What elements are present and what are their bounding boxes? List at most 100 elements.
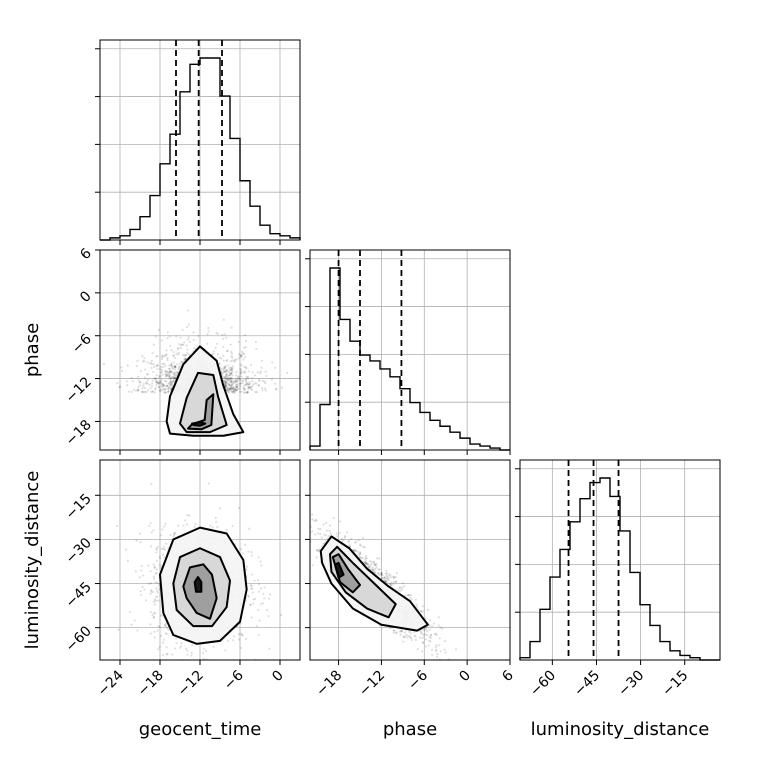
- sample-point: [224, 384, 227, 387]
- sample-point: [364, 561, 367, 564]
- sample-point: [377, 572, 380, 575]
- sample-point: [221, 371, 224, 374]
- sample-point: [385, 574, 388, 578]
- sample-point: [150, 531, 153, 534]
- hist-bin: [230, 138, 240, 240]
- sample-point: [231, 365, 234, 368]
- sample-point: [222, 379, 225, 382]
- sample-point: [369, 565, 372, 568]
- sample-point: [353, 541, 357, 544]
- sample-point: [231, 524, 234, 528]
- sample-point: [155, 572, 158, 575]
- x-tick-label: −15: [659, 668, 691, 700]
- sample-point: [393, 580, 396, 584]
- sample-point: [235, 389, 238, 392]
- sample-point: [246, 391, 249, 394]
- sample-point: [222, 359, 225, 362]
- sample-point: [174, 368, 177, 371]
- sample-point: [125, 548, 128, 551]
- sample-point: [246, 391, 249, 394]
- sample-point: [241, 381, 244, 385]
- sample-point: [179, 346, 183, 349]
- sample-point: [172, 534, 175, 538]
- sample-point: [246, 391, 249, 394]
- sample-point: [238, 387, 242, 390]
- sample-point: [254, 390, 257, 394]
- sample-point: [236, 379, 239, 382]
- sample-point: [167, 389, 170, 392]
- sample-point: [155, 374, 158, 377]
- sample-point: [126, 364, 129, 367]
- sample-point: [399, 629, 403, 632]
- sample-point: [158, 626, 161, 629]
- sample-point: [152, 616, 155, 619]
- sample-point: [263, 597, 266, 600]
- sample-point: [143, 588, 146, 591]
- sample-point: [383, 576, 386, 579]
- sample-point: [162, 362, 166, 365]
- sample-point: [236, 383, 239, 386]
- sample-point: [169, 533, 172, 537]
- sample-point: [401, 586, 404, 589]
- sample-point: [154, 612, 157, 615]
- sample-point: [242, 379, 245, 382]
- sample-point: [225, 374, 228, 377]
- hist-bin: [440, 426, 450, 450]
- sample-point: [274, 366, 277, 369]
- sample-point: [408, 593, 411, 597]
- sample-point: [259, 602, 263, 606]
- sample-point: [380, 577, 383, 580]
- y-tick-label: −15: [63, 491, 95, 523]
- sample-point: [345, 531, 349, 534]
- sample-point: [155, 381, 159, 385]
- sample-point: [251, 587, 254, 590]
- sample-point: [315, 549, 318, 552]
- sample-point: [177, 351, 181, 354]
- sample-point: [141, 387, 144, 390]
- sample-point: [168, 377, 171, 380]
- sample-point: [280, 386, 284, 389]
- sample-point: [320, 536, 323, 539]
- sample-point: [151, 352, 154, 355]
- sample-point: [248, 385, 251, 388]
- sample-point: [250, 385, 254, 388]
- sample-point: [154, 596, 157, 599]
- sample-point: [260, 386, 264, 390]
- sample-point: [168, 344, 172, 348]
- sample-point: [159, 381, 162, 384]
- sample-point: [146, 389, 150, 392]
- sample-point: [240, 548, 243, 551]
- hist-step-line: [100, 57, 301, 241]
- sample-point: [358, 551, 362, 554]
- sample-point: [229, 369, 232, 372]
- sample-point: [232, 385, 235, 388]
- sample-point: [227, 374, 230, 377]
- sample-point: [244, 378, 248, 381]
- sample-point: [145, 381, 148, 384]
- sample-point: [244, 346, 247, 349]
- sample-point: [233, 391, 236, 394]
- sample-point: [322, 542, 325, 545]
- sample-point: [247, 383, 250, 386]
- sample-point: [227, 389, 230, 392]
- sample-point: [161, 354, 164, 357]
- sample-point: [161, 362, 164, 366]
- sample-point: [263, 586, 266, 589]
- sample-point: [389, 574, 392, 577]
- sample-point: [164, 385, 167, 388]
- y-tick-label: −6: [69, 331, 95, 357]
- sample-point: [311, 564, 314, 567]
- sample-point: [179, 365, 182, 368]
- sample-point: [161, 614, 164, 617]
- sample-point: [224, 366, 227, 370]
- sample-point: [164, 388, 167, 391]
- sample-point: [371, 566, 374, 569]
- sample-point: [225, 380, 228, 384]
- sample-point: [156, 589, 159, 592]
- sample-point: [238, 377, 241, 380]
- sample-point: [161, 382, 164, 385]
- sample-point: [247, 595, 250, 598]
- sample-point: [177, 524, 180, 527]
- hist-bin: [590, 483, 600, 660]
- sample-point: [160, 368, 164, 372]
